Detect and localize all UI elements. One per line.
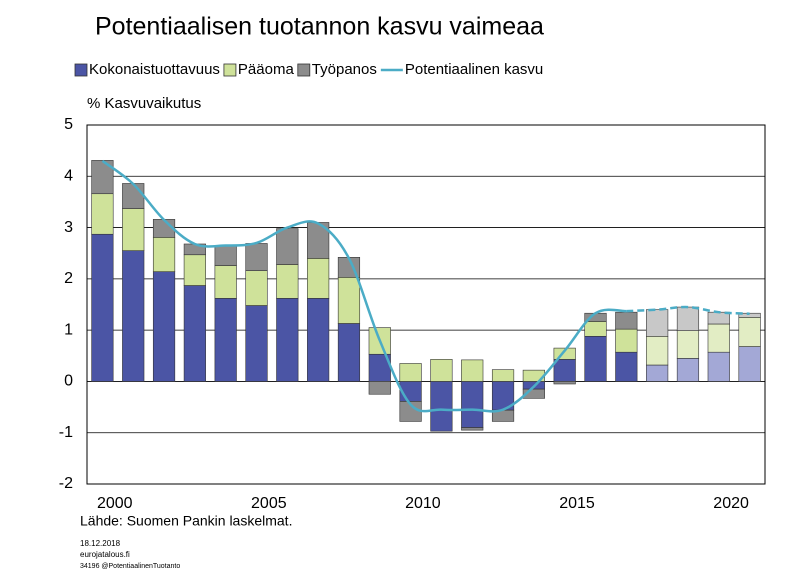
bar-segment bbox=[276, 298, 299, 382]
footer: 34196 @PotentiaalinenTuotanto bbox=[80, 563, 180, 570]
chart-title: Potentiaalisen tuotannon kasvu vaimeaa bbox=[95, 13, 544, 41]
y-tick-label: 2 bbox=[64, 270, 73, 287]
bar-segment bbox=[245, 270, 268, 306]
bar-segment bbox=[122, 208, 145, 251]
bar-segment bbox=[615, 328, 638, 353]
bar-segment bbox=[183, 285, 206, 382]
y-tick-label: -1 bbox=[59, 424, 73, 441]
line bbox=[626, 305, 750, 315]
footer: eurojatalous.fi bbox=[80, 550, 130, 559]
y-tick-label: 1 bbox=[64, 321, 73, 338]
line bbox=[101, 159, 627, 413]
bar-segment bbox=[214, 298, 237, 382]
legend-swatch bbox=[74, 63, 88, 77]
y-tick-label: 4 bbox=[64, 168, 73, 185]
bar-segment bbox=[337, 277, 361, 324]
bar-segment bbox=[646, 309, 669, 337]
bar-segment bbox=[122, 250, 145, 382]
bar-segment bbox=[553, 359, 576, 382]
bar-segment bbox=[707, 323, 730, 353]
bar-segment bbox=[430, 359, 453, 382]
y-tick-label: 3 bbox=[64, 219, 73, 236]
bar-segment bbox=[183, 254, 206, 286]
bar-segment bbox=[646, 335, 669, 366]
bar-segment bbox=[615, 311, 638, 330]
legend-label: Työpanos bbox=[312, 61, 377, 78]
bar-segment bbox=[152, 237, 176, 272]
bar-segment bbox=[399, 363, 422, 382]
bar-segment bbox=[307, 258, 330, 299]
source: Lähde: Suomen Pankin laskelmat. bbox=[80, 513, 292, 529]
bar-segment bbox=[584, 335, 607, 382]
bar-segment bbox=[276, 264, 299, 299]
bar-segment bbox=[245, 305, 268, 382]
footer: 18.12.2018 bbox=[80, 539, 121, 548]
legend-label: Pääoma bbox=[238, 61, 295, 78]
bar-segment bbox=[337, 323, 361, 382]
x-tick-label: 2000 bbox=[97, 495, 133, 512]
legend-label: Potentiaalinen kasvu bbox=[405, 61, 543, 78]
bar-segment bbox=[152, 271, 176, 382]
bar-segment bbox=[584, 321, 607, 337]
y-tick-label: 5 bbox=[64, 116, 73, 133]
x-tick-label: 2010 bbox=[405, 495, 441, 512]
bar-segment bbox=[707, 351, 730, 382]
y-axis-label: % Kasvuvaikutus bbox=[87, 95, 201, 112]
x-tick-label: 2005 bbox=[251, 495, 287, 512]
bar-segment bbox=[676, 330, 700, 359]
bar-segment bbox=[646, 364, 669, 382]
bar-segment bbox=[738, 346, 761, 382]
bar-segment bbox=[461, 381, 484, 428]
bar-segment bbox=[307, 298, 330, 382]
bar-segment bbox=[214, 245, 237, 266]
x-tick-label: 2015 bbox=[559, 495, 595, 512]
bar-segment bbox=[676, 306, 700, 331]
bar-segment bbox=[91, 233, 114, 382]
bar-segment bbox=[615, 351, 638, 382]
legend-label: Kokonaistuottavuus bbox=[89, 61, 220, 78]
bar-segment bbox=[122, 183, 145, 209]
legend-swatch bbox=[297, 63, 311, 77]
bar-segment bbox=[461, 427, 484, 431]
bar-segment bbox=[245, 243, 268, 271]
legend-swatch bbox=[223, 63, 237, 77]
bar-segment bbox=[522, 388, 545, 399]
y-tick-label: 0 bbox=[64, 373, 73, 390]
x-tick-label: 2020 bbox=[713, 495, 749, 512]
bar-segment bbox=[91, 160, 114, 195]
bar-segment bbox=[553, 347, 576, 360]
y-tick-label: -2 bbox=[59, 475, 73, 492]
bar-segment bbox=[461, 359, 484, 382]
bar-segment bbox=[738, 317, 761, 347]
bar-segment bbox=[553, 381, 576, 385]
bar-segment bbox=[676, 358, 700, 382]
bar-segment bbox=[276, 228, 299, 265]
bar-segment bbox=[491, 369, 515, 382]
bar-segment bbox=[91, 193, 114, 235]
bar-segment bbox=[430, 381, 453, 432]
bar-segment bbox=[214, 265, 237, 299]
bar-segment bbox=[368, 381, 391, 395]
